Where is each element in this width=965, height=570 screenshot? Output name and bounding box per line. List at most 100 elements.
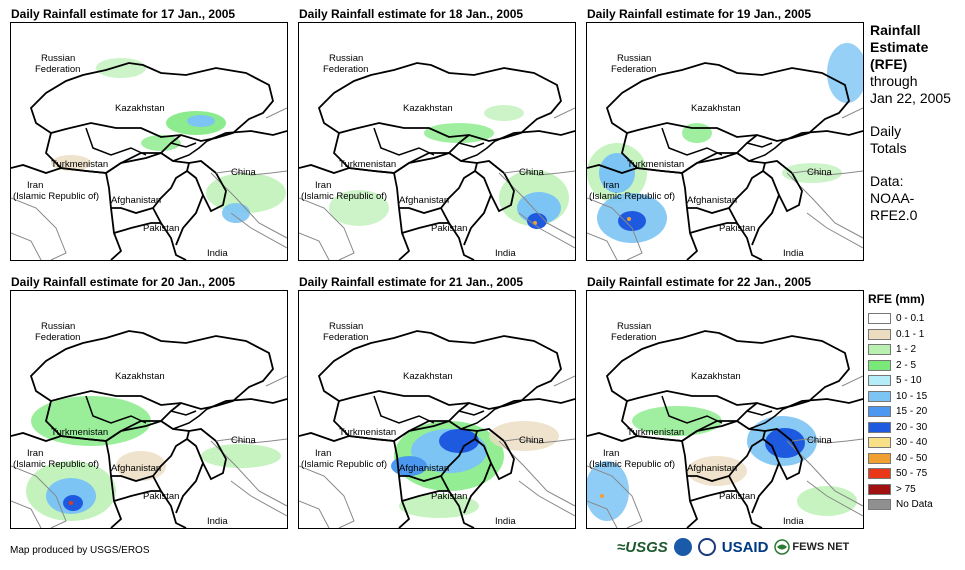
svg-text:Afghanistan: Afghanistan (111, 463, 161, 474)
legend-label: 50 - 75 (896, 468, 928, 480)
legend-swatch (868, 437, 891, 449)
panel-title: Daily Rainfall estimate for 21 Jan., 200… (299, 275, 524, 289)
svg-text:Russian: Russian (329, 321, 363, 332)
info-title-line3: (RFE) (870, 56, 908, 72)
legend-swatch (868, 359, 891, 371)
rain-overlay (587, 43, 863, 243)
usda-seal-logo (697, 538, 716, 556)
svg-text:Pakistan: Pakistan (143, 223, 179, 234)
legend-label: 1 - 2 (896, 344, 917, 356)
info-source-line2: RFE2.0 (870, 207, 918, 223)
legend-swatch (868, 313, 891, 325)
svg-text:Turkmenistan: Turkmenistan (627, 427, 684, 438)
legend-item: 50 - 75 (868, 466, 963, 482)
legend-label: 30 - 40 (896, 437, 928, 449)
rainfall-panel-19-jan: Daily Rainfall estimate for 19 Jan., 200… (586, 7, 864, 261)
rainfall-map: Russian Federation Kazakhstan Turkmenist… (586, 290, 864, 529)
svg-text:(Islamic Republic of): (Islamic Republic of) (301, 459, 387, 470)
logo-bar: ≈USGS USAID FEWS NET (617, 538, 849, 556)
legend-label: 40 - 50 (896, 452, 928, 464)
svg-text:China: China (519, 167, 545, 178)
svg-text:Pakistan: Pakistan (719, 491, 755, 502)
legend-swatch (868, 468, 891, 480)
svg-text:Iran: Iran (603, 448, 619, 459)
svg-text:India: India (783, 248, 804, 259)
svg-text:Turkmenistan: Turkmenistan (51, 427, 108, 438)
legend-label: 15 - 20 (896, 406, 928, 418)
svg-text:China: China (231, 167, 257, 178)
svg-text:India: India (207, 248, 228, 259)
svg-text:China: China (807, 435, 833, 446)
rainfall-panel-21-jan: Daily Rainfall estimate for 21 Jan., 200… (298, 275, 576, 529)
info-source-line1: NOAA- (870, 190, 915, 206)
legend-swatch (868, 390, 891, 402)
svg-text:Russian: Russian (41, 321, 75, 332)
fews-net-text: FEWS NET (792, 541, 850, 553)
rain-overlay (26, 396, 281, 521)
svg-text:(Islamic Republic of): (Islamic Republic of) (589, 191, 675, 202)
rainfall-map: Russian Federation Kazakhstan Turkmenist… (10, 22, 288, 261)
svg-text:Afghanistan: Afghanistan (687, 463, 737, 474)
legend-label: 5 - 10 (896, 375, 922, 387)
svg-text:Turkmenistan: Turkmenistan (339, 159, 396, 170)
legend-item: > 75 (868, 482, 963, 498)
legend-item: 5 - 10 (868, 373, 963, 389)
legend-item: 0 - 0.1 (868, 311, 963, 327)
info-daily: Daily (870, 123, 902, 139)
rain-overlay (391, 421, 559, 518)
legend-swatch (868, 421, 891, 433)
svg-text:India: India (495, 248, 516, 259)
info-totals: Totals (870, 140, 907, 156)
legend-label: No Data (896, 499, 933, 511)
legend-swatch (868, 406, 891, 418)
svg-text:Federation: Federation (611, 332, 656, 343)
svg-text:Federation: Federation (323, 332, 368, 343)
info-data-label: Data: (870, 173, 904, 189)
legend-item: 10 - 15 (868, 389, 963, 405)
legend-label: 0 - 0.1 (896, 313, 925, 325)
svg-text:Pakistan: Pakistan (431, 491, 467, 502)
legend-swatch (868, 328, 891, 340)
svg-text:Kazakhstan: Kazakhstan (403, 103, 453, 114)
usaid-logo: USAID (721, 538, 769, 556)
rainfall-panel-20-jan: Daily Rainfall estimate for 20 Jan., 200… (10, 275, 288, 529)
panel-title: Daily Rainfall estimate for 18 Jan., 200… (299, 7, 524, 21)
svg-text:(Islamic Republic of): (Islamic Republic of) (13, 459, 99, 470)
svg-text:Kazakhstan: Kazakhstan (115, 103, 165, 114)
svg-text:Federation: Federation (323, 64, 368, 75)
info-title-line2: Estimate (870, 39, 929, 55)
svg-text:Turkmenistan: Turkmenistan (627, 159, 684, 170)
svg-text:(Islamic Republic of): (Islamic Republic of) (589, 459, 675, 470)
panel-title: Daily Rainfall estimate for 20 Jan., 200… (11, 275, 236, 289)
svg-text:Iran: Iran (315, 448, 331, 459)
fews-net-logo: FEWS NET (774, 539, 849, 555)
svg-text:Kazakhstan: Kazakhstan (115, 371, 165, 382)
legend-swatch (868, 452, 891, 464)
svg-text:Turkmenistan: Turkmenistan (339, 427, 396, 438)
svg-text:China: China (519, 435, 545, 446)
rain-overlay (329, 105, 569, 229)
svg-text:Russian: Russian (617, 321, 651, 332)
svg-text:India: India (495, 516, 516, 527)
rainfall-panel-22-jan: Daily Rainfall estimate for 22 Jan., 200… (586, 275, 864, 529)
info-date: Jan 22, 2005 (870, 90, 951, 106)
svg-text:Federation: Federation (611, 64, 656, 75)
noaa-logo (673, 538, 692, 556)
svg-text:Afghanistan: Afghanistan (399, 463, 449, 474)
svg-text:Kazakhstan: Kazakhstan (691, 103, 741, 114)
rain-overlay (51, 58, 286, 223)
rainfall-map: Russian Federation Kazakhstan Turkmenist… (586, 22, 864, 261)
legend-label: 10 - 15 (896, 390, 928, 402)
rainfall-map: Russian Federation Kazakhstan Turkmenist… (298, 22, 576, 261)
svg-text:India: India (783, 516, 804, 527)
svg-text:(Islamic Republic of): (Islamic Republic of) (13, 191, 99, 202)
svg-text:Afghanistan: Afghanistan (399, 195, 449, 206)
panel-title: Daily Rainfall estimate for 19 Jan., 200… (587, 7, 812, 21)
legend-swatch (868, 483, 891, 495)
legend-title: RFE (mm) (868, 292, 925, 306)
rainfall-legend: RFE (mm) 0 - 0.1 0.1 - 1 1 - 2 2 - 5 5 - 10 1… (868, 292, 963, 513)
legend-item: 30 - 40 (868, 435, 963, 451)
svg-text:Russian: Russian (617, 53, 651, 64)
legend-item: 0.1 - 1 (868, 327, 963, 343)
info-through: through (870, 73, 918, 89)
